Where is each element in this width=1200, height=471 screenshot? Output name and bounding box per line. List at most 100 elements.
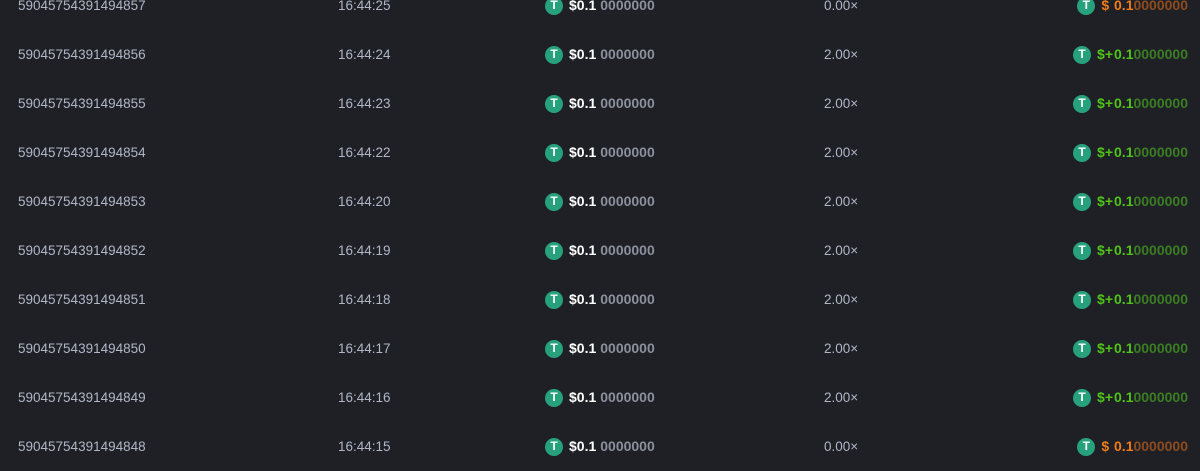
bet-id[interactable]: 59045754391494849 <box>18 390 146 405</box>
payout-trail: 0000000 <box>1133 0 1188 13</box>
payout: T $ 0.1 0000000 <box>1077 0 1188 30</box>
tether-icon: T <box>1073 45 1092 64</box>
tether-icon: T <box>1073 339 1092 358</box>
table-row[interactable]: 59045754391494855 16:44:23 T $0.1 0000000 2.0… <box>0 79 1200 128</box>
payout-sign: $+ <box>1097 95 1114 111</box>
payout-trail: 0000000 <box>1133 144 1188 160</box>
payout: T $+ 0.1 0000000 <box>1073 226 1188 275</box>
multiplier: 2.00× <box>824 243 859 258</box>
bet-time: 16:44:23 <box>338 96 391 111</box>
payout-lead: 0.1 <box>1114 291 1134 307</box>
bet-time: 16:44:16 <box>338 390 391 405</box>
table-row[interactable]: 59045754391494856 16:44:24 T $0.1 0000000 2.0… <box>0 30 1200 79</box>
multiplier: 2.00× <box>824 96 859 111</box>
table-row[interactable]: 59045754391494850 16:44:17 T $0.1 0000000 2.0… <box>0 324 1200 373</box>
payout: T $+ 0.1 0000000 <box>1073 275 1188 324</box>
tether-icon: T <box>545 0 563 15</box>
tether-icon: T <box>1073 388 1092 407</box>
bet-amount-trail: 0000000 <box>600 291 655 307</box>
payout-sign: $+ <box>1097 389 1114 405</box>
payout: T $+ 0.1 0000000 <box>1073 373 1188 422</box>
payout-trail: 0000000 <box>1133 193 1188 209</box>
bet-amount: T $0.1 0000000 <box>545 30 655 79</box>
payout-trail: 0000000 <box>1133 95 1188 111</box>
bet-id[interactable]: 59045754391494850 <box>18 341 146 356</box>
payout: T $+ 0.1 0000000 <box>1073 324 1188 373</box>
bet-amount-trail: 0000000 <box>600 340 655 356</box>
bet-amount-trail: 0000000 <box>600 389 655 405</box>
payout-sign: $+ <box>1097 144 1114 160</box>
tether-icon: T <box>545 192 563 211</box>
bet-amount: T $0.1 0000000 <box>545 0 655 30</box>
bet-time: 16:44:19 <box>338 243 391 258</box>
multiplier: 0.00× <box>824 0 859 13</box>
bet-amount: T $0.1 0000000 <box>545 226 655 275</box>
table-row[interactable]: 59045754391494851 16:44:18 T $0.1 0000000 2.0… <box>0 275 1200 324</box>
bet-id[interactable]: 59045754391494853 <box>18 194 146 209</box>
bet-id[interactable]: 59045754391494848 <box>18 439 146 454</box>
tether-icon: T <box>545 290 563 309</box>
bet-amount-lead: $0.1 <box>569 340 597 356</box>
bet-id[interactable]: 59045754391494856 <box>18 47 146 62</box>
bet-amount-lead: $0.1 <box>569 438 597 454</box>
tether-icon: T <box>545 241 563 260</box>
payout-sign: $+ <box>1097 193 1114 209</box>
bet-time: 16:44:17 <box>338 341 391 356</box>
payout-lead: 0.1 <box>1114 193 1134 209</box>
table-row[interactable]: 59045754391494852 16:44:19 T $0.1 0000000 2.0… <box>0 226 1200 275</box>
bet-amount-trail: 0000000 <box>600 46 655 62</box>
bet-id[interactable]: 59045754391494854 <box>18 145 146 160</box>
bet-amount-lead: $0.1 <box>569 242 597 258</box>
table-row[interactable]: 59045754391494849 16:44:16 T $0.1 0000000 2.0… <box>0 373 1200 422</box>
bet-amount-lead: $0.1 <box>569 46 597 62</box>
bet-time: 16:44:15 <box>338 439 391 454</box>
tether-icon: T <box>1073 241 1092 260</box>
payout-trail: 0000000 <box>1133 242 1188 258</box>
tether-icon: T <box>1073 290 1092 309</box>
payout-lead: 0.1 <box>1114 144 1134 160</box>
payout-lead: 0.1 <box>1114 0 1134 13</box>
table-row[interactable]: 59045754391494853 16:44:20 T $0.1 0000000 2.0… <box>0 177 1200 226</box>
payout-lead: 0.1 <box>1114 46 1134 62</box>
bet-amount-trail: 0000000 <box>600 144 655 160</box>
bet-amount: T $0.1 0000000 <box>545 422 655 471</box>
bet-amount: T $0.1 0000000 <box>545 128 655 177</box>
bet-amount: T $0.1 0000000 <box>545 324 655 373</box>
payout-trail: 0000000 <box>1133 340 1188 356</box>
payout-trail: 0000000 <box>1133 389 1188 405</box>
bet-id[interactable]: 59045754391494857 <box>18 0 146 13</box>
payout-lead: 0.1 <box>1114 95 1134 111</box>
payout-sign: $+ <box>1097 242 1114 258</box>
bet-amount-lead: $0.1 <box>569 95 597 111</box>
bet-amount: T $0.1 0000000 <box>545 177 655 226</box>
payout-sign: $+ <box>1097 46 1114 62</box>
payout: T $ 0.1 0000000 <box>1077 422 1188 471</box>
multiplier: 2.00× <box>824 47 859 62</box>
tether-icon: T <box>545 45 563 64</box>
payout: T $+ 0.1 0000000 <box>1073 79 1188 128</box>
bet-time: 16:44:22 <box>338 145 391 160</box>
bet-amount-lead: $0.1 <box>569 389 597 405</box>
payout: T $+ 0.1 0000000 <box>1073 177 1188 226</box>
bet-amount-trail: 0000000 <box>600 242 655 258</box>
bet-amount-trail: 0000000 <box>600 438 655 454</box>
bet-id[interactable]: 59045754391494855 <box>18 96 146 111</box>
table-row[interactable]: 59045754391494857 16:44:25 T $0.1 0000000 0.0… <box>0 0 1200 30</box>
multiplier: 2.00× <box>824 390 859 405</box>
table-row[interactable]: 59045754391494854 16:44:22 T $0.1 0000000 2.0… <box>0 128 1200 177</box>
bet-id[interactable]: 59045754391494852 <box>18 243 146 258</box>
table-row[interactable]: 59045754391494848 16:44:15 T $0.1 0000000 0.0… <box>0 422 1200 471</box>
bet-amount-lead: $0.1 <box>569 291 597 307</box>
multiplier: 2.00× <box>824 145 859 160</box>
payout-trail: 0000000 <box>1133 46 1188 62</box>
tether-icon: T <box>545 94 563 113</box>
payout: T $+ 0.1 0000000 <box>1073 128 1188 177</box>
bet-amount-lead: $0.1 <box>569 193 597 209</box>
tether-icon: T <box>1073 94 1092 113</box>
tether-icon: T <box>545 388 563 407</box>
bet-id[interactable]: 59045754391494851 <box>18 292 146 307</box>
bet-amount-lead: $0.1 <box>569 144 597 160</box>
payout-lead: 0.1 <box>1114 242 1134 258</box>
bet-amount: T $0.1 0000000 <box>545 275 655 324</box>
